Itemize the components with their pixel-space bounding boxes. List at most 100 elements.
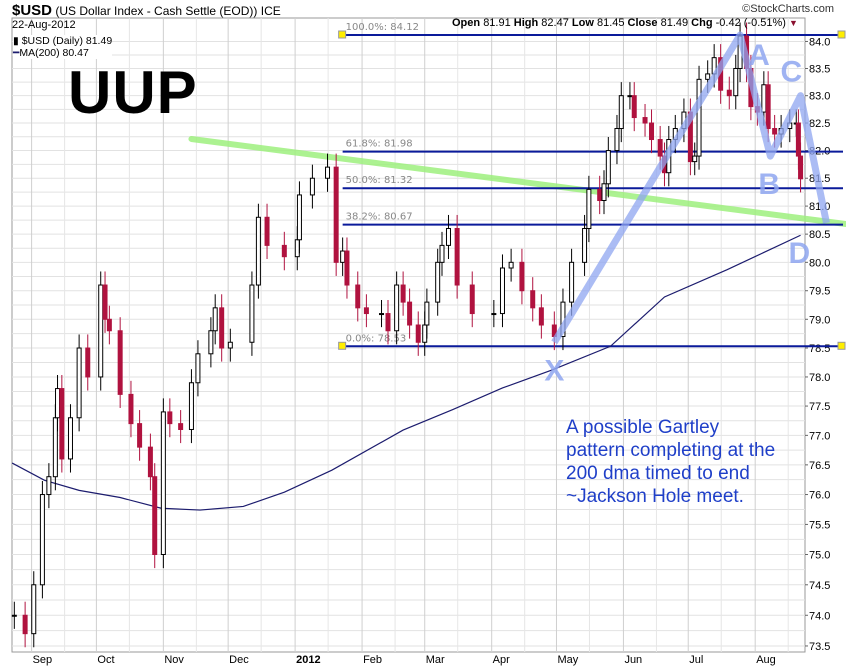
- y-tick-label: 76.0: [809, 490, 830, 502]
- candle: [586, 175, 592, 243]
- candle: [152, 463, 158, 569]
- candle: [296, 181, 302, 254]
- candle-body: [618, 95, 624, 130]
- fib-label: 0.0%: 78.53: [346, 333, 407, 344]
- candle: [76, 334, 82, 432]
- high-value: 82.47: [541, 17, 569, 29]
- candle-body: [340, 250, 346, 263]
- x-tick-label: Dec: [229, 654, 249, 666]
- candle-body: [379, 313, 385, 316]
- candle: [394, 271, 400, 345]
- candle-body: [98, 284, 104, 378]
- candle: [160, 398, 166, 569]
- candle: [208, 317, 214, 368]
- note-line: 200 dma timed to end: [566, 463, 750, 484]
- candle: [281, 231, 287, 271]
- candle-body: [344, 250, 350, 286]
- x-tick-label: Oct: [97, 654, 114, 666]
- candle: [167, 398, 173, 438]
- candle: [147, 433, 153, 491]
- candle-body: [726, 89, 732, 97]
- candle: [491, 299, 497, 328]
- candle: [385, 299, 391, 345]
- y-tick-label: 75.0: [809, 550, 830, 562]
- fib-handle: [837, 341, 846, 350]
- y-tick-label: 77.5: [809, 401, 830, 413]
- candle-body: [798, 155, 804, 180]
- candle-body: [11, 614, 17, 617]
- candle: [195, 340, 201, 397]
- candle-body: [765, 84, 771, 130]
- candle-body: [264, 216, 270, 246]
- legend-ma: ━MA(200) 80.47: [13, 47, 112, 59]
- candle-body: [491, 313, 497, 316]
- candle-body: [55, 388, 61, 419]
- candle: [227, 328, 233, 362]
- x-tick-label: Sep: [33, 654, 53, 666]
- candle-body: [325, 166, 331, 179]
- candle-body: [102, 284, 108, 320]
- candle: [445, 214, 451, 259]
- plot-area: [11, 17, 806, 653]
- candle: [642, 103, 648, 137]
- overlay-title: UUP: [68, 59, 198, 126]
- ohlc-readout: Open 81.91 High 82.47 Low 81.45 Close 81…: [452, 17, 798, 30]
- candle: [117, 317, 123, 408]
- fib-label: 100.0%: 84.12: [346, 22, 419, 33]
- candle: [582, 214, 588, 276]
- candle: [726, 76, 732, 110]
- candle-body: [188, 382, 194, 430]
- y-tick-label: 78.5: [809, 343, 830, 355]
- fib-handle: [837, 30, 846, 39]
- candle: [212, 294, 218, 345]
- candle: [355, 271, 361, 322]
- chart-title: $USD (US Dollar Index - Cash Settle (EOD…: [12, 2, 281, 19]
- candle: [219, 294, 225, 362]
- trendline: [188, 135, 846, 228]
- candle: [649, 109, 655, 154]
- fib-label: 50.0%: 81.32: [346, 175, 413, 186]
- y-tick-label: 73.5: [809, 641, 830, 653]
- candle-body: [422, 324, 428, 343]
- candle-body: [582, 228, 588, 263]
- candle-body: [152, 476, 158, 556]
- legend: ▮ $USD (Daily) 81.49 ━MA(200) 80.47: [13, 35, 113, 59]
- candle: [400, 271, 406, 316]
- candle-body: [445, 228, 451, 246]
- x-tick-label: Aug: [756, 654, 776, 666]
- candle-body: [147, 446, 153, 478]
- y-tick-label: 79.0: [809, 314, 830, 326]
- candle: [519, 248, 525, 305]
- candle-body: [407, 301, 413, 326]
- candle-body: [137, 423, 143, 448]
- candle: [39, 480, 45, 599]
- candle-body: [692, 155, 698, 163]
- candle: [128, 380, 134, 438]
- candle-body: [435, 261, 441, 303]
- candle: [601, 170, 607, 215]
- low-label: Low: [571, 17, 594, 29]
- candle: [344, 237, 350, 299]
- candle-body: [705, 73, 711, 80]
- x-tick-label: Jun: [624, 654, 642, 666]
- candle: [249, 271, 255, 356]
- y-tick-label: 84.0: [809, 36, 830, 48]
- candle: [137, 410, 143, 461]
- y-tick-label: 83.5: [809, 63, 830, 75]
- fib-handle: [338, 30, 347, 39]
- candle-body: [296, 194, 302, 241]
- y-tick-label: 74.5: [809, 580, 830, 592]
- candle-body: [167, 411, 173, 425]
- candle-body: [52, 417, 58, 478]
- candle-body: [519, 261, 525, 292]
- candle-body: [76, 347, 82, 419]
- candle: [692, 142, 698, 176]
- candle: [435, 248, 441, 316]
- candle-body: [208, 330, 214, 355]
- candle-body: [469, 284, 475, 315]
- candle: [469, 271, 475, 328]
- candle-body: [538, 307, 544, 326]
- candle-body: [363, 307, 369, 315]
